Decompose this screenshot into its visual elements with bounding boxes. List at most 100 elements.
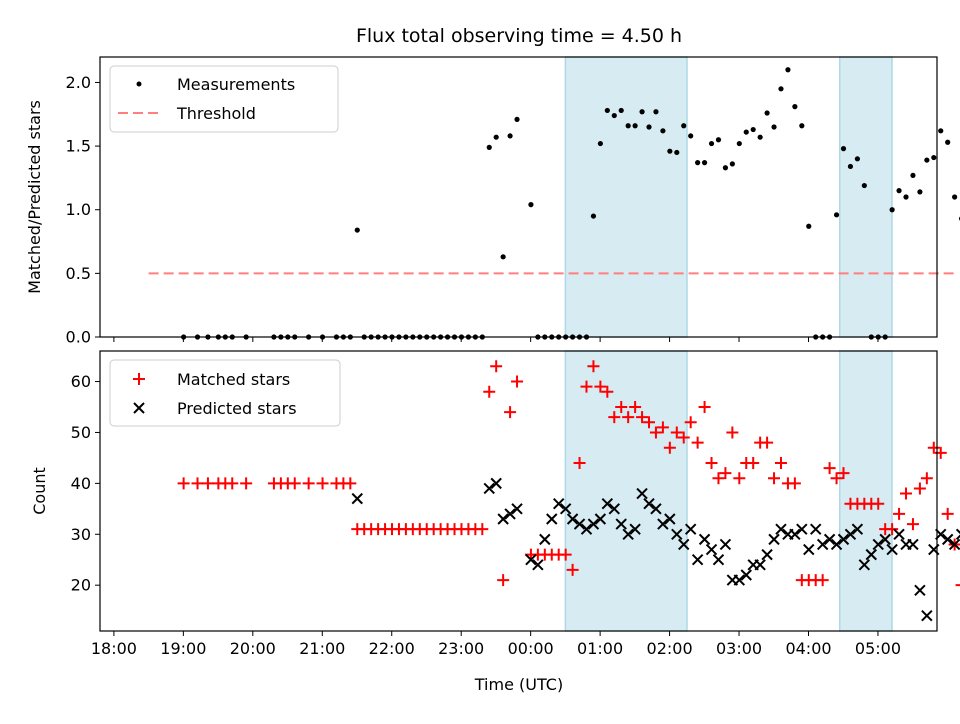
matched-star-marker [941, 507, 954, 520]
bottom-shade-0 [564, 350, 688, 632]
bottom-x-tick-label: 21:00 [299, 639, 345, 658]
bottom-shade-1 [839, 350, 893, 632]
bottom-x-tick-label: 19:00 [160, 639, 206, 658]
measurement-point [931, 154, 937, 161]
bottom-shaded-regions [564, 350, 893, 632]
bottom-x-tick-label: 00:00 [508, 639, 554, 658]
measurement-point [945, 139, 951, 145]
predicted-star-marker [948, 538, 960, 551]
top-legend: Measurements Threshold [109, 65, 339, 133]
matched-star-marker [656, 421, 669, 434]
predicted-star-marker [684, 523, 697, 535]
matched-star-marker [226, 477, 239, 490]
bottom-x-tick-label: 05:00 [855, 639, 901, 658]
measurement-point [646, 124, 652, 130]
predicted-star-marker [650, 503, 662, 515]
legend-threshold-label: Threshold [176, 104, 256, 123]
matched-star-marker [733, 472, 746, 485]
predicted-star-marker [851, 523, 864, 535]
matched-star-marker [629, 401, 642, 413]
measurement-point [688, 133, 694, 139]
measurement-point [493, 134, 499, 140]
measurement-point [625, 123, 631, 129]
predicted-star-marker [351, 492, 363, 505]
legend-measurements-label: Measurements [177, 75, 295, 94]
measurement-point [833, 212, 840, 218]
predicted-star-marker [678, 538, 690, 551]
bottom-y-tick-label: 60 [71, 372, 91, 391]
legend-predicted-marker [133, 402, 145, 414]
bottom-y-tick-label: 20 [71, 576, 91, 595]
bottom-y-tick-label: 50 [71, 423, 91, 442]
matched-star-marker [900, 487, 913, 500]
matched-star-marker [955, 584, 960, 587]
bottom-x-tick-label: 03:00 [716, 639, 762, 658]
matched-star-marker [761, 436, 774, 449]
matched-star-marker [608, 411, 621, 424]
bottom-x-tick-label: 04:00 [785, 639, 831, 658]
predicted-star-marker [907, 538, 919, 551]
predicted-star-marker [532, 559, 544, 571]
predicted-star-marker [657, 518, 669, 530]
legend-matched-marker [133, 373, 145, 385]
matched-star-marker [823, 462, 836, 475]
predicted-star-marker [608, 503, 620, 515]
measurement-point [743, 129, 749, 135]
predicted-star-marker [629, 523, 641, 535]
predicted-star-marker [823, 533, 836, 546]
predicted-star-marker [761, 548, 773, 561]
measurement-point [708, 140, 715, 147]
matched-star-marker [580, 380, 593, 393]
predicted-star-marker [941, 533, 954, 546]
predicted-star-marker [796, 523, 808, 535]
top-legend-box [109, 65, 339, 133]
predicted-star-marker [553, 498, 565, 510]
predicted-star-markers [351, 477, 960, 622]
top-shade-0 [564, 56, 688, 338]
top-shaded-regions [564, 56, 893, 338]
predicted-star-marker [955, 528, 960, 540]
measurement-point [736, 140, 742, 147]
predicted-star-marker [754, 559, 766, 571]
matched-star-marker [886, 523, 899, 536]
predicted-star-marker [671, 528, 683, 540]
measurement-point [806, 223, 812, 229]
matched-star-marker [872, 497, 885, 510]
matched-star-marker [511, 375, 524, 388]
bottom-x-tick-label: 18:00 [91, 639, 137, 658]
measurement-point [528, 202, 534, 208]
top-y-tick-label: 1.0 [66, 200, 91, 219]
measurement-point [507, 133, 513, 139]
matched-star-marker [774, 457, 787, 469]
bottom-y-ticks: 20 30 40 50 60 [71, 372, 100, 595]
measurement-point [611, 112, 617, 119]
predicted-star-marker [580, 523, 593, 535]
matched-star-marker [594, 380, 607, 393]
measurement-point [854, 156, 860, 162]
measurement-point [847, 163, 854, 170]
matched-star-marker [344, 477, 357, 490]
measurement-point [667, 148, 673, 154]
bottom-legend: Matched stars Predicted stars [109, 359, 341, 427]
predicted-star-marker [893, 528, 905, 540]
predicted-star-marker [789, 528, 801, 540]
bottom-axes-frame [99, 350, 938, 632]
measurement-point [486, 144, 492, 150]
matched-star-marker [601, 385, 614, 398]
predicted-star-marker [844, 528, 857, 540]
predicted-star-marker [914, 584, 926, 596]
matched-star-marker [636, 411, 649, 424]
bottom-x-tick-label: 02:00 [647, 639, 693, 658]
matched-star-marker [191, 477, 204, 490]
matched-star-marker [768, 472, 781, 485]
measurement-point [701, 160, 708, 166]
predicted-star-marker [803, 543, 815, 556]
matched-star-marker [816, 574, 829, 587]
matched-star-marker [726, 426, 739, 439]
measurement-point [938, 128, 944, 134]
matched-star-marker [201, 477, 214, 490]
predicted-star-marker [719, 538, 732, 551]
legend-matched-label: Matched stars [177, 370, 290, 389]
